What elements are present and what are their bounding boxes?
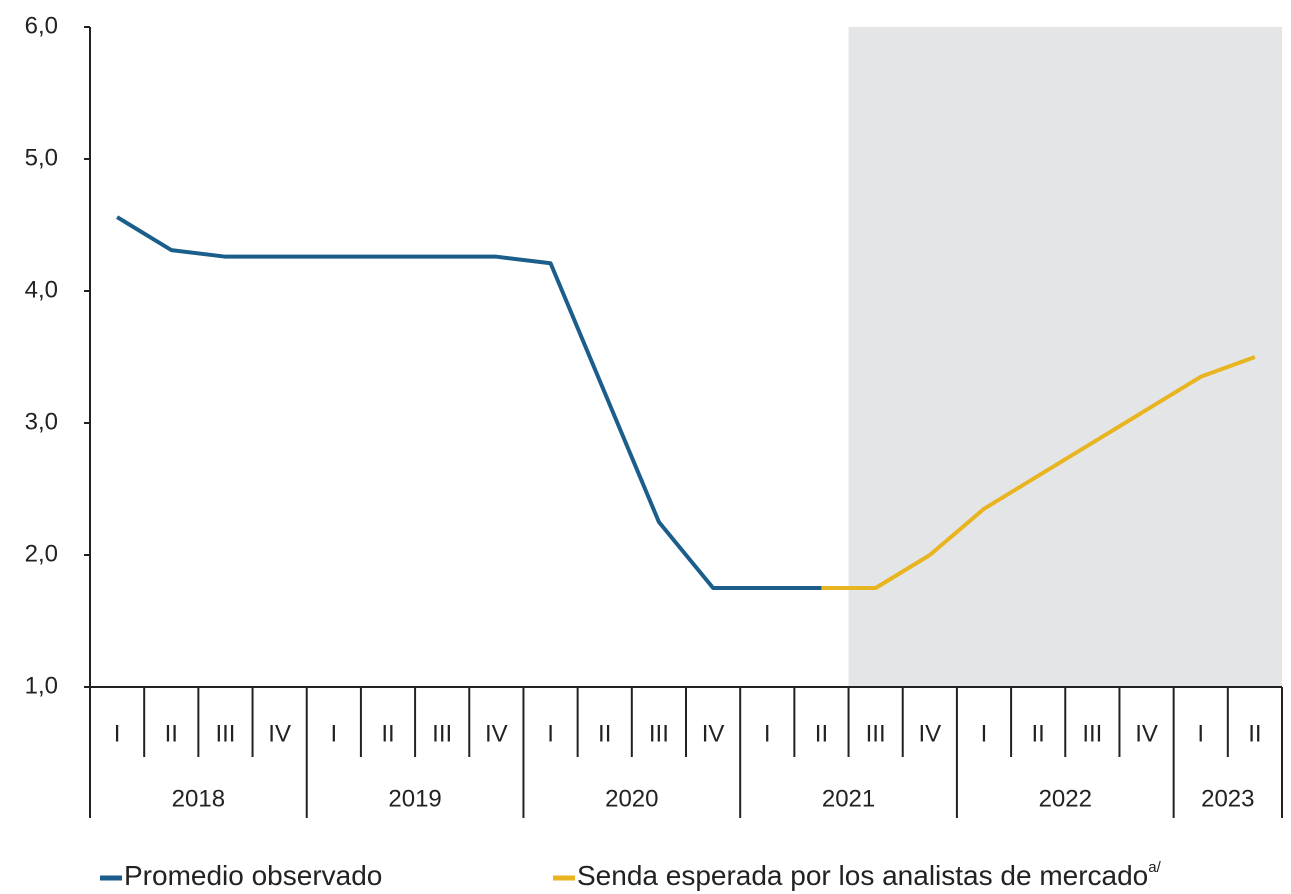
x-tick-label: II	[381, 720, 394, 747]
x-tick-label: I	[1197, 720, 1204, 747]
x-tick-label: II	[815, 720, 828, 747]
x-tick-label: II	[598, 720, 611, 747]
x-tick-label: III	[649, 720, 669, 747]
legend-label: Promedio observado	[124, 860, 382, 891]
series-line	[821, 355, 1256, 590]
year-label: 2019	[388, 785, 441, 812]
forecast-shade	[848, 27, 1282, 687]
series-line	[116, 215, 822, 590]
x-tick-label: I	[764, 720, 771, 747]
y-tick-label: 2,0	[25, 540, 58, 567]
legend: Promedio observado Senda esperada por los…	[100, 859, 1162, 891]
x-tick-label: III	[432, 720, 452, 747]
x-tick-label: III	[866, 720, 886, 747]
x-tick-label: II	[1248, 720, 1261, 747]
x-tick-label: IV	[1135, 720, 1158, 747]
year-label: 2023	[1201, 785, 1254, 812]
year-label: 2018	[172, 785, 225, 812]
legend-superscript: a/	[1148, 859, 1161, 876]
legend-name: Promedio observado	[124, 860, 382, 891]
y-tick-label: 1,0	[25, 672, 58, 699]
legend-name: Senda esperada por los analistas de merc…	[577, 860, 1148, 891]
year-label: 2022	[1039, 785, 1092, 812]
x-tick-label: IV	[702, 720, 725, 747]
year-label: 2021	[822, 785, 875, 812]
y-tick-label: 5,0	[25, 144, 58, 171]
y-tick-label: 3,0	[25, 408, 58, 435]
legend-label: Senda esperada por los analistas de merc…	[577, 859, 1162, 891]
x-tick-label: III	[215, 720, 235, 747]
x-tick-label: IV	[485, 720, 508, 747]
x-tick-label: I	[981, 720, 988, 747]
x-tick-label: III	[1082, 720, 1102, 747]
x-tick-label: I	[330, 720, 337, 747]
x-tick-label: II	[1032, 720, 1045, 747]
x-tick-label: II	[165, 720, 178, 747]
year-label: 2020	[605, 785, 658, 812]
x-tick-label: IV	[268, 720, 291, 747]
x-tick-label: I	[547, 720, 554, 747]
x-tick-label: IV	[918, 720, 941, 747]
y-tick-label: 6,0	[25, 12, 58, 39]
x-tick-label: I	[114, 720, 121, 747]
y-tick-label: 4,0	[25, 276, 58, 303]
